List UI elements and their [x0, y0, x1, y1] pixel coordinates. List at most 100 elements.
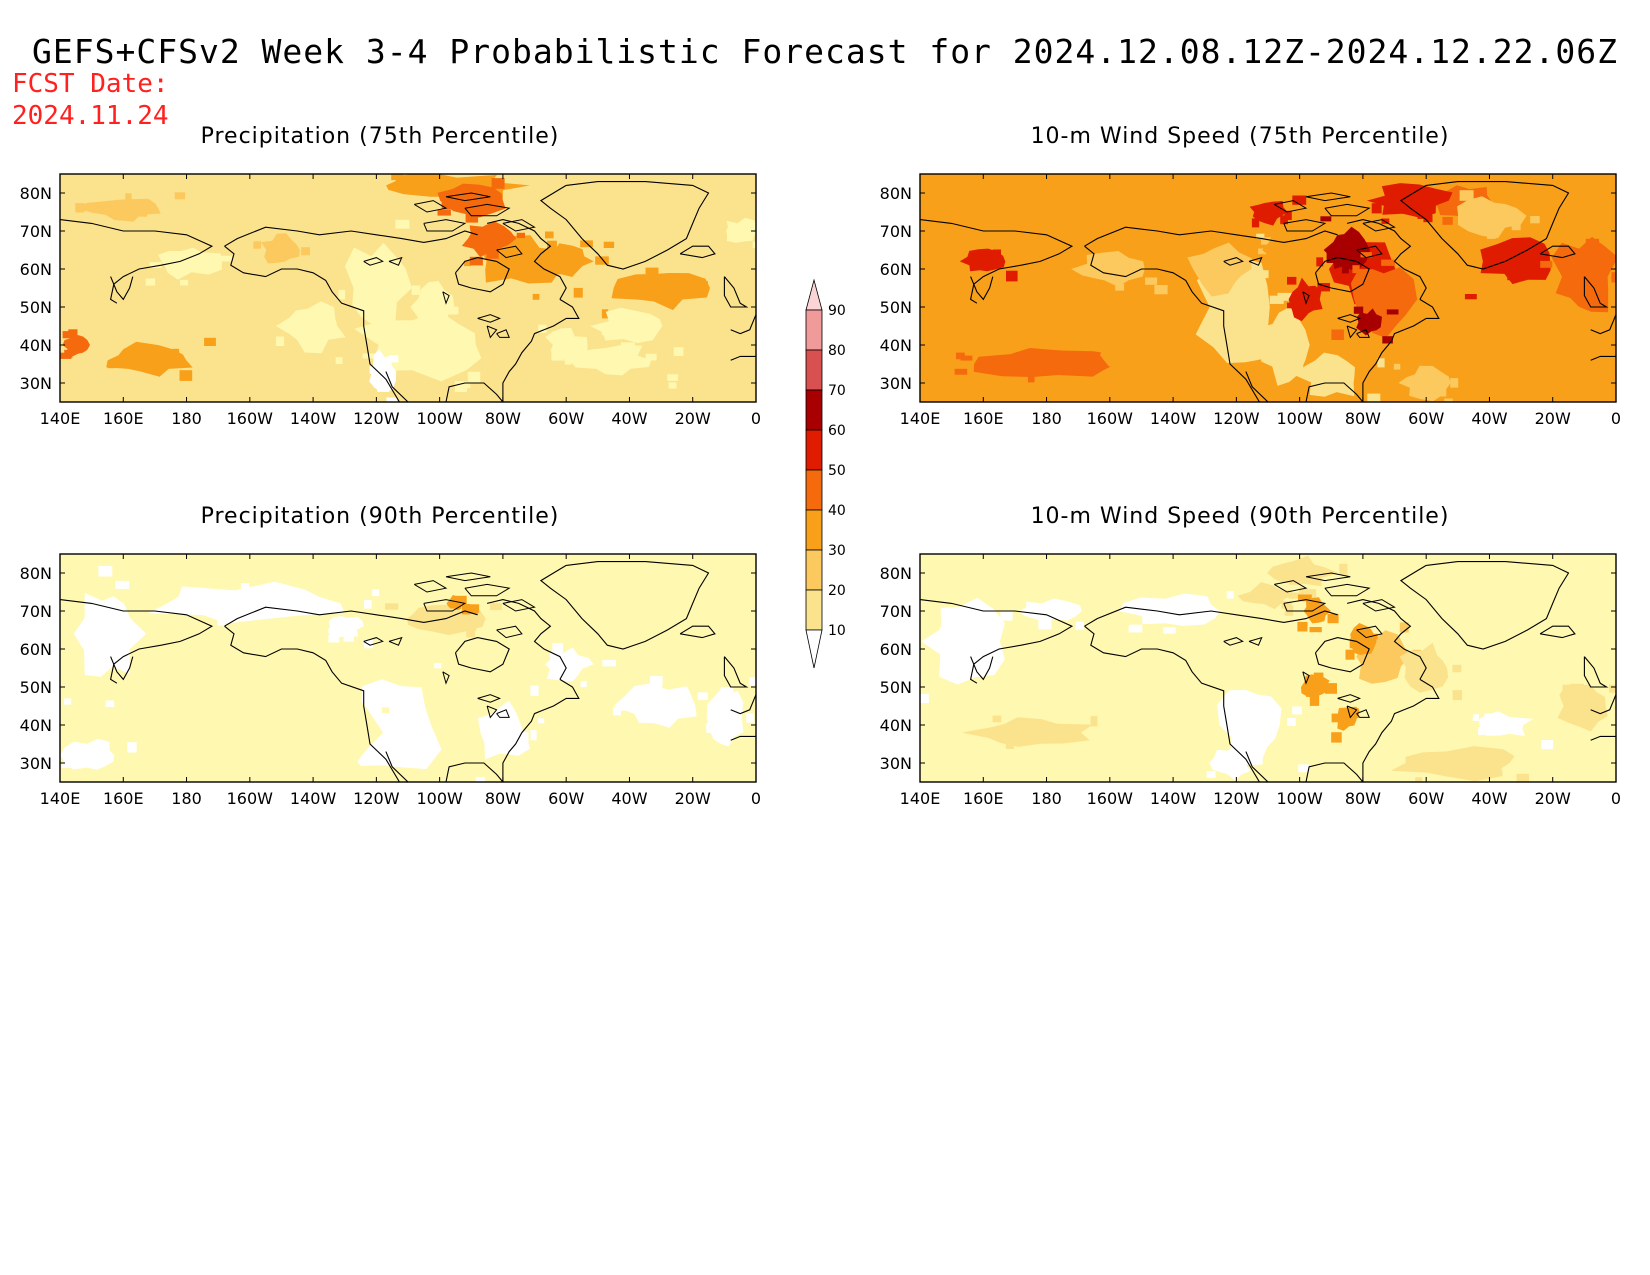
colorbar-label: 10 — [828, 623, 846, 639]
field-speckle — [938, 359, 953, 370]
field-speckle — [275, 336, 285, 346]
field-speckle — [767, 219, 779, 226]
coastlines — [60, 561, 756, 782]
field-patch — [461, 221, 517, 258]
field-speckle — [552, 643, 563, 654]
field-speckle — [1325, 683, 1337, 694]
lon-tick-label: 40W — [1471, 409, 1507, 428]
field-speckle — [426, 328, 439, 336]
field-patch — [158, 247, 222, 280]
lat-tick-label: 40N — [880, 716, 912, 735]
field-speckle — [980, 253, 994, 260]
colorbar-top-arrow — [805, 278, 823, 311]
coastline — [1084, 226, 1338, 247]
field-speckle — [1307, 261, 1315, 267]
field-speckle — [720, 687, 734, 699]
coastline — [920, 599, 1074, 684]
coastline — [385, 751, 409, 782]
lake-outline — [1346, 325, 1358, 339]
coastline — [454, 257, 510, 293]
shaded-field — [920, 554, 1616, 782]
lon-tick-label: 40W — [611, 409, 647, 428]
field-speckle — [650, 676, 663, 687]
lon-tick-label: 80W — [1345, 409, 1381, 428]
field-speckle — [992, 249, 1001, 257]
field-speckle — [323, 327, 337, 337]
field-speckle — [746, 713, 754, 723]
lon-tick-label: 100W — [416, 409, 463, 428]
lat-tick-label: 80N — [880, 564, 912, 583]
field-speckle — [618, 704, 631, 711]
colorbar-segment — [805, 589, 823, 631]
field-speckle — [386, 397, 397, 402]
lat-tick-label: 80N — [20, 564, 52, 583]
coastline — [445, 678, 580, 782]
field-speckle — [389, 355, 399, 363]
field-speckle — [1556, 368, 1567, 379]
lake-outline — [1248, 256, 1263, 266]
lon-tick-label: 160E — [103, 789, 144, 808]
field-speckle — [620, 342, 635, 350]
field-patch — [73, 592, 147, 677]
field-speckle — [1358, 627, 1370, 634]
field-speckle — [1317, 283, 1330, 292]
field-speckle — [1117, 260, 1128, 269]
coastline — [60, 599, 214, 684]
field-speckle — [464, 260, 471, 267]
field-speckle — [1495, 770, 1503, 777]
field-speckle — [1297, 621, 1308, 632]
field-patch — [1565, 328, 1602, 378]
field-speckle — [1331, 713, 1345, 723]
field-speckle — [1586, 250, 1598, 257]
lon-tick-label: 100W — [416, 789, 463, 808]
field-speckle — [1111, 352, 1125, 361]
colorbar-bottom-arrow — [805, 629, 823, 669]
field-speckle — [1119, 311, 1128, 322]
field-speckle — [1452, 664, 1462, 673]
field-speckle — [1309, 627, 1322, 633]
island-outline — [1356, 245, 1383, 259]
forecast-date-label: FCST Date: — [12, 69, 169, 99]
lon-tick-label: 100W — [1276, 789, 1323, 808]
lon-tick-label: 120W — [353, 409, 400, 428]
field-speckle — [1299, 587, 1308, 598]
field-speckle — [1327, 613, 1339, 624]
lat-tick-label: 50N — [20, 298, 52, 317]
field-speckle — [1298, 764, 1309, 773]
colorbar-label: 70 — [828, 383, 846, 399]
lon-tick-label: 160W — [227, 789, 274, 808]
coastline — [1590, 694, 1616, 715]
field-speckle — [385, 603, 399, 610]
field-speckle — [749, 677, 756, 686]
coastline — [970, 656, 994, 681]
field-speckle — [601, 324, 610, 336]
lake-outline — [477, 314, 502, 323]
field-speckle — [673, 347, 684, 356]
field-speckle — [1349, 638, 1357, 649]
field-speckle — [1405, 668, 1419, 678]
field-speckle — [580, 240, 593, 248]
field-speckle — [463, 382, 471, 389]
field-speckle — [538, 718, 545, 724]
field-speckle — [1306, 686, 1318, 697]
field-speckle — [1611, 272, 1616, 283]
coastline — [539, 561, 710, 650]
panel-title: 10-m Wind Speed (90th Percentile) — [1030, 504, 1450, 529]
field-speckle — [939, 627, 949, 637]
field-speckle — [1570, 683, 1584, 693]
field-patch — [1480, 237, 1551, 285]
lon-tick-label: 180 — [1031, 789, 1062, 808]
field-speckle — [364, 600, 372, 609]
field-speckle — [1565, 326, 1575, 336]
lon-tick-label: 140E — [900, 789, 941, 808]
island-outline — [496, 245, 523, 259]
coastlines — [920, 181, 1616, 402]
lon-tick-label: 80W — [485, 789, 521, 808]
field-speckle — [301, 247, 310, 256]
lake-outline — [1356, 709, 1370, 718]
coastline — [1346, 219, 1427, 300]
field-speckle — [391, 174, 404, 181]
coastline — [1305, 678, 1440, 782]
field-speckle — [595, 256, 609, 265]
field-patch — [1557, 684, 1608, 732]
